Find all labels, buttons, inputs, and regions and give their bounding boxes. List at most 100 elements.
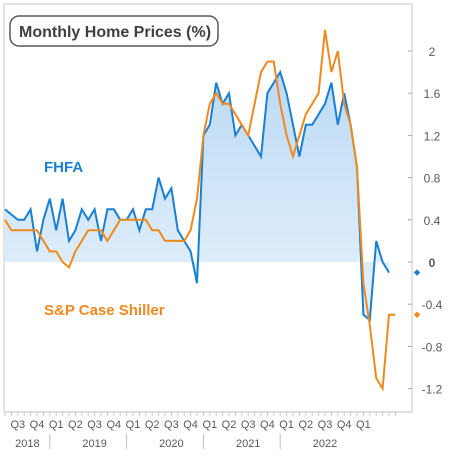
fhfa-data-point: [42, 219, 44, 221]
fhfa-data-point: [311, 124, 313, 126]
y-tick-label: 1.6: [424, 87, 441, 101]
x-axis: Q3 Q4 Q1 Q2 Q3 Q4 Q1 Q2 Q3 Q4 Q1 Q2 Q3 Q4 Q1 Q2 Q3 Q4 Q1 20…: [4, 411, 412, 450]
case-shiller-data-point: [132, 219, 134, 221]
case-shiller-data-point: [30, 229, 32, 231]
legend-fhfa-label: FHFA: [44, 159, 83, 176]
x-tick-label-quarter: Q2: [222, 419, 237, 431]
fhfa-data-point: [94, 208, 96, 210]
case-shiller-data-point: [170, 240, 172, 242]
fhfa-data-point: [318, 113, 320, 115]
y-tick-label: 0.8: [424, 172, 441, 186]
y-tick-label: 0.4: [424, 214, 441, 228]
x-tick-label-quarter: Q1: [356, 419, 371, 431]
x-tick-label-quarter: Q4: [30, 419, 45, 431]
fhfa-data-point: [279, 71, 281, 73]
case-shiller-data-point: [292, 156, 294, 158]
case-shiller-data-point: [87, 229, 89, 231]
case-shiller-data-point: [330, 71, 332, 73]
case-shiller-data-point: [215, 92, 217, 94]
case-shiller-data-point: [164, 240, 166, 242]
fhfa-data-point: [100, 240, 102, 242]
fhfa-data-point: [113, 208, 115, 210]
fhfa-data-point: [273, 82, 275, 84]
x-tick-label-quarter: Q4: [260, 419, 275, 431]
fhfa-data-point: [36, 250, 38, 252]
case-shiller-data-point: [369, 324, 371, 326]
fhfa-data-point: [388, 272, 390, 274]
case-shiller-data-point: [279, 103, 281, 105]
y-tick-label: -1.2: [422, 383, 443, 397]
case-shiller-data-point: [145, 219, 147, 221]
y-tick-label: -0.4: [422, 298, 443, 312]
fhfa-data-point: [190, 250, 192, 252]
fhfa-data-point: [266, 92, 268, 94]
x-tick-label-quarter: Q3: [164, 419, 179, 431]
case-shiller-data-point: [324, 29, 326, 31]
x-tick-label-quarter: Q2: [298, 419, 313, 431]
fhfa-data-point: [49, 198, 51, 200]
fhfa-data-point: [369, 319, 371, 321]
case-shiller-data-point: [209, 103, 211, 105]
fhfa-data-point: [170, 187, 172, 189]
case-shiller-data-point: [17, 229, 19, 231]
x-tick-label-quarter: Q1: [279, 419, 294, 431]
case-shiller-data-point: [113, 229, 115, 231]
fhfa-data-point: [254, 145, 256, 147]
x-tick-label-quarter: Q3: [10, 419, 25, 431]
fhfa-data-point: [68, 240, 70, 242]
case-shiller-data-point: [62, 261, 64, 263]
x-tick-label-year: 2021: [236, 438, 260, 450]
case-shiller-data-point: [190, 229, 192, 231]
case-shiller-data-point: [241, 124, 243, 126]
chart-title-box: [9, 15, 219, 47]
fhfa-data-point: [337, 124, 339, 126]
case-shiller-data-point: [388, 314, 390, 316]
case-shiller-data-point: [23, 229, 25, 231]
fhfa-data-point: [305, 124, 307, 126]
fhfa-data-point: [145, 208, 147, 210]
x-tick-label-year: 2020: [159, 438, 183, 450]
x-tick-label-quarter: Q3: [241, 419, 256, 431]
case-shiller-data-point: [375, 377, 377, 379]
x-tick-label-quarter: Q1: [126, 419, 141, 431]
case-shiller-data-point: [126, 219, 128, 221]
y-tick-label: 1.2: [424, 129, 441, 143]
x-tick-label-quarter: Q2: [68, 419, 83, 431]
case-shiller-data-point: [318, 92, 320, 94]
fhfa-data-point: [292, 124, 294, 126]
fhfa-data-point: [106, 208, 108, 210]
fhfa-data-point: [30, 208, 32, 210]
fhfa-data-point: [17, 219, 19, 221]
case-shiller-data-point: [247, 134, 249, 136]
fhfa-data-point: [215, 82, 217, 84]
case-shiller-data-point: [100, 229, 102, 231]
case-shiller-data-point: [305, 113, 307, 115]
case-shiller-data-point: [362, 282, 364, 284]
case-shiller-data-point: [266, 61, 268, 63]
x-tick-label-quarter: Q2: [145, 419, 160, 431]
case-shiller-data-point: [81, 240, 83, 242]
fhfa-data-point: [196, 282, 198, 284]
chart-title: Monthly Home Prices (%): [19, 24, 211, 41]
case-shiller-data-point: [42, 240, 44, 242]
fhfa-data-point: [362, 314, 364, 316]
case-shiller-data-point: [158, 229, 160, 231]
fhfa-data-point: [228, 92, 230, 94]
case-shiller-data-point: [343, 103, 345, 105]
case-shiller-data-point: [273, 61, 275, 63]
fhfa-data-point: [23, 219, 25, 221]
case-shiller-data-point: [49, 250, 51, 252]
fhfa-area: [5, 72, 389, 320]
case-shiller-data-point: [4, 219, 6, 221]
case-shiller-series-line: [4, 29, 396, 392]
fhfa-data-point: [234, 134, 236, 136]
y-tick-label: 0: [429, 256, 436, 270]
fhfa-data-point: [138, 229, 140, 231]
y-tick-label: -0.8: [422, 340, 443, 354]
case-shiller-data-point: [10, 229, 12, 231]
case-shiller-data-point: [36, 229, 38, 231]
case-shiller-data-point: [74, 250, 76, 252]
fhfa-data-point: [158, 177, 160, 179]
